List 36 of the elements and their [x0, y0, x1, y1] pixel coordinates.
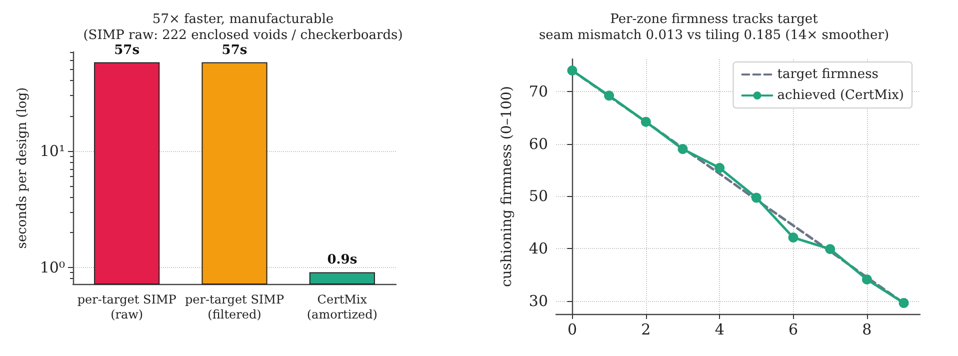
- x-tick-label: 2: [641, 320, 651, 338]
- y-tick-label: 10¹: [40, 142, 65, 160]
- point: [898, 298, 909, 308]
- x-tick-label: 4: [714, 320, 724, 338]
- y-tick-label: 30: [528, 292, 548, 310]
- chart-subtitle: seam mismatch 0.013 vs tiling 0.185 (14× smoother): [538, 28, 890, 43]
- x-tick-label: CertMix (amortized): [306, 292, 378, 322]
- x-tick-label: 0: [567, 320, 577, 338]
- legend-label: target firmness: [777, 67, 878, 82]
- x-tick-label: per-target SIMP (raw): [77, 292, 176, 322]
- point: [788, 232, 798, 243]
- point: [714, 162, 725, 173]
- point: [825, 244, 836, 254]
- y-tick-label: 70: [528, 82, 548, 100]
- point: [862, 274, 872, 284]
- point: [751, 192, 762, 203]
- legend-label: achieved (CertMix): [777, 88, 904, 103]
- chart-subtitle: (SIMP raw: 222 enclosed voids / checkerboards): [83, 28, 403, 43]
- x-tick-label: 6: [788, 320, 798, 338]
- chart-title: 57× faster, manufacturable: [152, 12, 334, 27]
- y-tick-label: 50: [528, 187, 548, 206]
- y-tick-label: 40: [528, 240, 548, 258]
- data-label: 57s: [222, 42, 248, 58]
- y-axis-title: cushioning firmness (0–100): [499, 86, 515, 287]
- data-label: 57s: [114, 42, 140, 58]
- data-label: 0.9s: [327, 252, 358, 268]
- point: [567, 66, 578, 76]
- point: [678, 144, 688, 154]
- x-tick-label: 8: [862, 320, 872, 338]
- y-tick-label: 10⁰: [40, 258, 65, 276]
- point: [640, 116, 651, 127]
- point: [604, 90, 614, 101]
- y-axis-title: seconds per design (log): [15, 87, 30, 249]
- y-tick-label: 60: [528, 134, 548, 153]
- x-tick-label: per-target SIMP (filtered): [184, 292, 284, 322]
- chart-title: Per-zone firmness tracks target: [610, 12, 819, 27]
